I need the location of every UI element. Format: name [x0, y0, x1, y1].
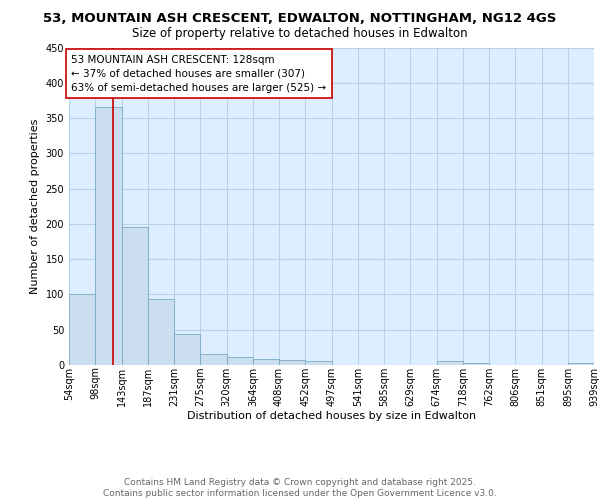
- Bar: [122, 228, 148, 365]
- Bar: [227, 356, 253, 365]
- Bar: [174, 334, 200, 365]
- Text: Size of property relative to detached houses in Edwalton: Size of property relative to detached ho…: [132, 28, 468, 40]
- Y-axis label: Number of detached properties: Number of detached properties: [30, 118, 40, 294]
- Bar: [69, 294, 95, 365]
- Bar: [463, 363, 489, 365]
- Bar: [148, 300, 174, 365]
- Bar: [200, 354, 227, 365]
- Bar: [305, 362, 332, 365]
- Text: 53 MOUNTAIN ASH CRESCENT: 128sqm
← 37% of detached houses are smaller (307)
63% : 53 MOUNTAIN ASH CRESCENT: 128sqm ← 37% o…: [71, 54, 326, 92]
- X-axis label: Distribution of detached houses by size in Edwalton: Distribution of detached houses by size …: [187, 412, 476, 422]
- Bar: [437, 362, 463, 365]
- Text: Contains HM Land Registry data © Crown copyright and database right 2025.
Contai: Contains HM Land Registry data © Crown c…: [103, 478, 497, 498]
- Bar: [95, 108, 122, 365]
- Bar: [568, 363, 594, 365]
- Bar: [253, 358, 279, 365]
- Bar: [279, 360, 305, 365]
- Text: 53, MOUNTAIN ASH CRESCENT, EDWALTON, NOTTINGHAM, NG12 4GS: 53, MOUNTAIN ASH CRESCENT, EDWALTON, NOT…: [43, 12, 557, 26]
